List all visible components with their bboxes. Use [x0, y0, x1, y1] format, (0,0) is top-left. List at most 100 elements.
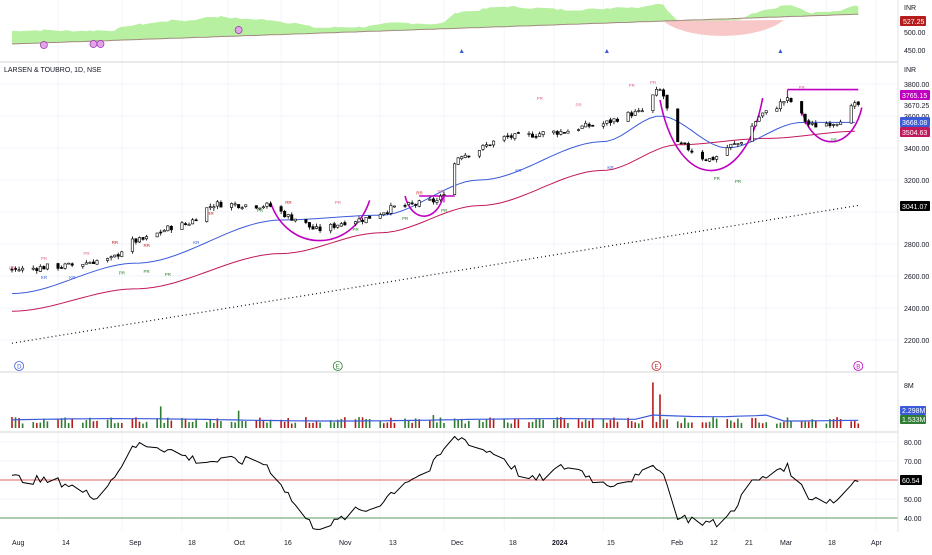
volume-bar [241, 420, 243, 428]
volume-bar [467, 420, 470, 428]
volume-last-badge [900, 415, 926, 424]
candle-body [442, 194, 446, 196]
event-marker-letter: B [856, 365, 860, 371]
candle-body [810, 123, 814, 125]
candle-body [120, 251, 124, 257]
volume-bar [705, 422, 707, 428]
rsi-tick-label: 70.00 [904, 459, 922, 466]
candle-body [63, 263, 67, 269]
volume-bar [106, 419, 109, 428]
volume-bar [733, 422, 736, 428]
pattern-label: PR [165, 272, 172, 277]
candle-body [244, 204, 248, 207]
cup-pattern-curve [659, 97, 764, 172]
candle-body [460, 156, 464, 159]
volume-bar [145, 421, 148, 428]
candle-body [435, 200, 439, 203]
price-panel[interactable]: PR PR PR RR RR RR RR PR RR PR PR PR PR PR PR KR KR KR KR KR… [9, 80, 864, 371]
volume-bar [138, 421, 141, 428]
volume-bar [308, 422, 311, 428]
top-last-badge [900, 16, 926, 26]
time-axis[interactable]: Aug 14 Sep 18 Oct 16 Nov 13 Dec 18 2024 … [12, 540, 883, 547]
volume-bar [609, 419, 612, 428]
volume-bar [191, 421, 194, 428]
candle-body [616, 118, 620, 122]
volume-bar [804, 421, 806, 428]
volume-bar [220, 421, 222, 428]
rsi-panel[interactable] [0, 435, 898, 530]
volume-bar [726, 419, 729, 428]
candle-body [513, 133, 517, 139]
volume-bar [82, 422, 84, 428]
volume-bar [283, 421, 286, 428]
volume-bar [354, 419, 357, 428]
candle-body [853, 102, 857, 107]
candle-body [283, 210, 287, 218]
volume-ma-line [11, 414, 859, 422]
price-tick-label: 3800.00 [904, 82, 929, 89]
volume-bar [528, 422, 530, 428]
candle-body [91, 261, 95, 264]
candle-body [566, 130, 570, 134]
volume-bar [577, 418, 580, 428]
candle-body [789, 97, 793, 102]
volume-bar [662, 419, 665, 428]
candle-body [286, 214, 290, 217]
volume-panel[interactable] [11, 382, 860, 428]
candle-body [35, 268, 39, 271]
pattern-label: RR [112, 240, 119, 245]
volume-bar [407, 420, 410, 428]
rsi-tick-label: 40.00 [904, 516, 922, 523]
candle-body [612, 118, 616, 123]
volume-bar [209, 419, 212, 428]
volume-bar [588, 420, 590, 428]
candle-body [626, 111, 630, 122]
volume-bar [43, 418, 45, 428]
top-axis-currency: INR [904, 5, 916, 12]
pattern-label: PR [335, 200, 342, 205]
volume-bar [344, 417, 346, 428]
candle-body [42, 266, 46, 270]
candle-body [538, 133, 542, 137]
candle-body [559, 131, 563, 135]
last-close-label: 3670.25 [904, 103, 929, 110]
candle-body [339, 223, 343, 227]
candle-body [782, 101, 786, 104]
volume-bar [333, 422, 336, 428]
volume-bar [591, 418, 594, 428]
volume-bar [514, 418, 516, 428]
volume-bar [602, 418, 605, 428]
candle-body [516, 132, 520, 134]
pattern-label: RR [416, 190, 423, 195]
volume-bar [443, 422, 445, 428]
volume-bar [46, 421, 49, 428]
volume-bar [266, 422, 268, 428]
volume-bar [290, 423, 293, 428]
volume-bar [120, 422, 123, 428]
candle-body [116, 254, 120, 257]
pattern-label: PR [144, 269, 151, 274]
candle-body [856, 101, 860, 105]
volume-bar [262, 420, 265, 428]
volume-bar [110, 417, 112, 428]
candle-body [764, 110, 768, 114]
volume-bar [630, 421, 633, 428]
volume-bar [627, 417, 629, 428]
volume-bar [67, 423, 70, 428]
volume-tick-label: 8M [904, 383, 914, 390]
volume-bar [482, 422, 484, 428]
price-tick-label: 2200.00 [904, 338, 929, 345]
candle-body [169, 225, 173, 231]
event-marker-letter: E [654, 365, 658, 371]
candle-body [640, 110, 644, 113]
relative-strength-panel[interactable] [11, 3, 859, 53]
volume-bar [786, 417, 789, 428]
volume-bar [531, 421, 534, 428]
volume-bar [666, 419, 668, 428]
candle-body [502, 136, 506, 141]
volume-bar [715, 418, 718, 428]
volume-bar [751, 417, 753, 428]
candle-body [60, 267, 64, 269]
